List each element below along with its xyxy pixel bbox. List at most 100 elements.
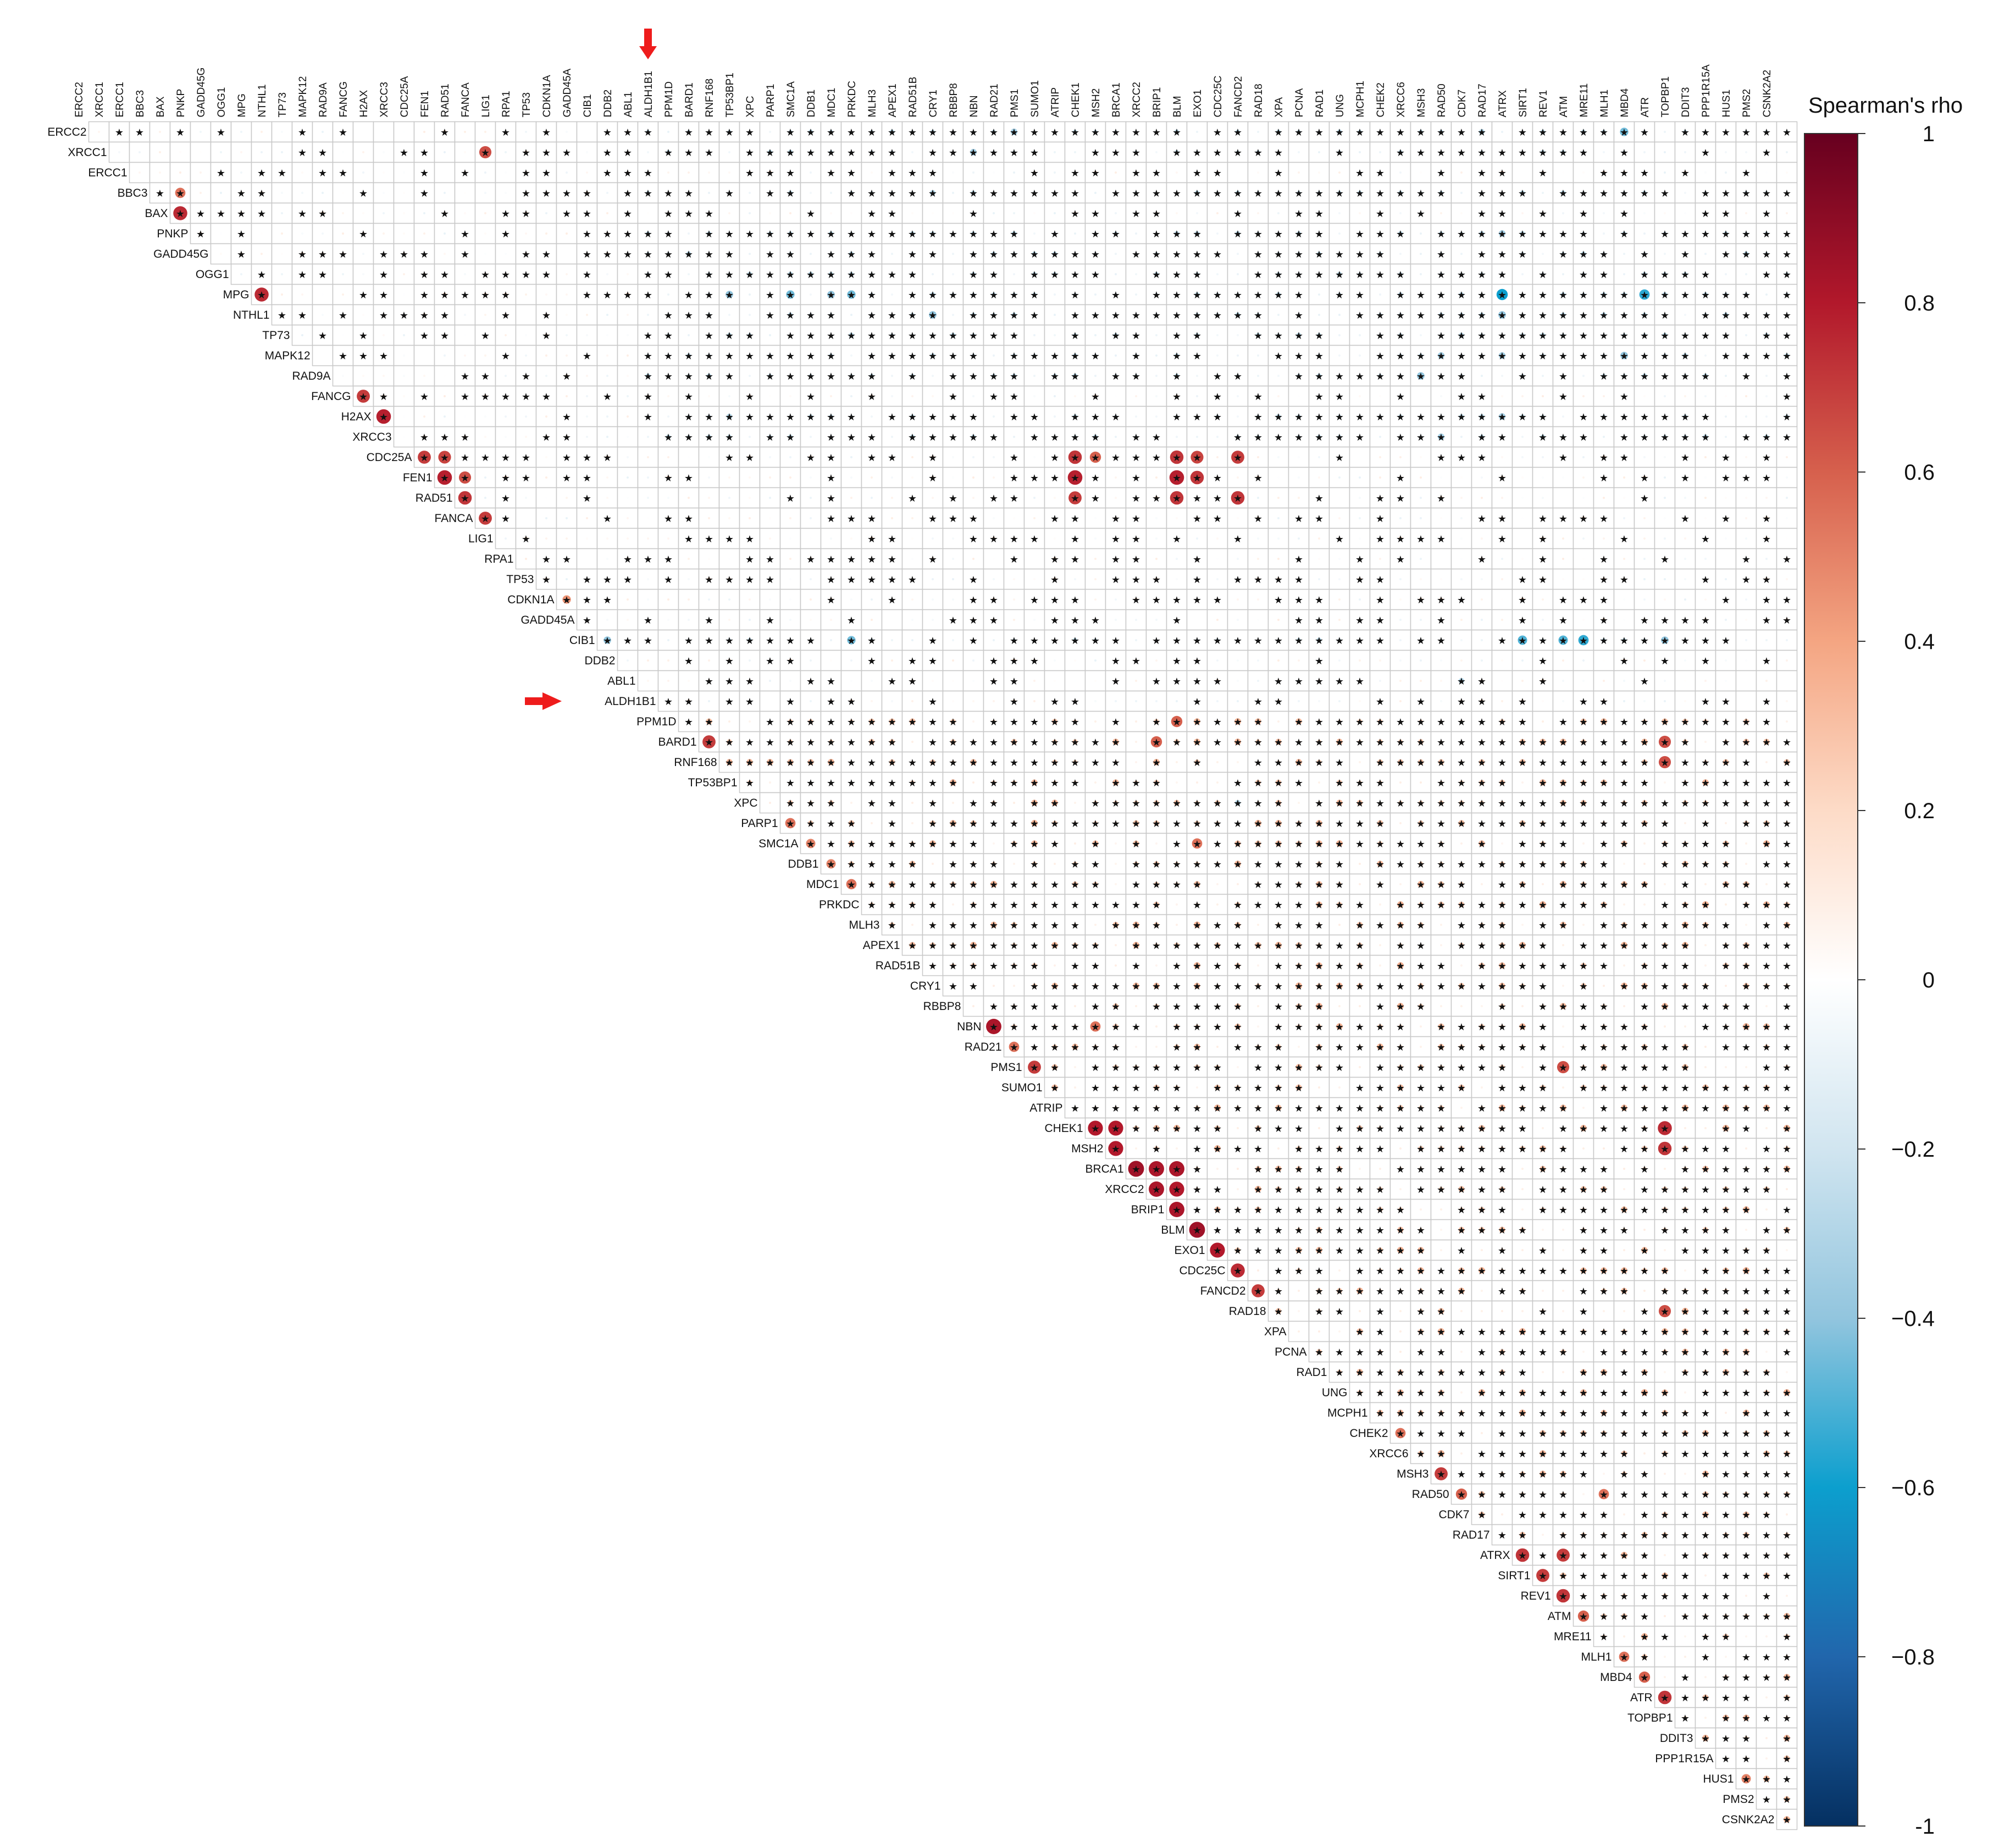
significance-star: ★ <box>867 635 876 646</box>
corr-mark-CIB1-RNF8 <box>1786 639 1788 641</box>
corr-mark-FEN1-DDB1 <box>810 476 812 479</box>
significance-star: ★ <box>1620 310 1629 321</box>
corr-mark-ERCC2-NBN <box>972 130 975 134</box>
significance-star: ★ <box>1640 371 1649 382</box>
significance-star: ★ <box>1396 391 1405 402</box>
corr-mark-FANCA-ALDH1B1 <box>647 517 649 519</box>
corr-mark-ERCC1-BAX <box>159 171 161 174</box>
corr-mark-LIG1-SMC1A <box>789 537 791 540</box>
corr-mark-CIB1-RAD17 <box>1481 639 1483 641</box>
significance-star: ★ <box>867 432 876 443</box>
significance-star: ★ <box>1091 310 1100 321</box>
significance-star: ★ <box>420 269 429 280</box>
significance-star: ★ <box>1477 208 1486 219</box>
corr-mark-MAPK12-RAD21 <box>993 354 995 357</box>
significance-star: ★ <box>1538 635 1547 646</box>
corr-mark-NTHL1-CIB1 <box>586 314 588 316</box>
corr-mark-RPA1-TP53BP1 <box>728 558 730 560</box>
significance-star: ★ <box>1335 147 1344 158</box>
significance-star: ★ <box>542 310 551 321</box>
significance-star: ★ <box>1538 412 1547 423</box>
significance-star: ★ <box>1010 290 1018 301</box>
corr-mark-CDKN1A-PRKDC <box>850 598 852 601</box>
corr-mark-ERCC2-PARP1 <box>769 131 771 133</box>
significance-star: ★ <box>440 208 449 219</box>
significance-star: ★ <box>1132 147 1140 158</box>
cell-ERCC2-MPG <box>230 121 252 143</box>
significance-star: ★ <box>888 168 896 179</box>
significance-star: ★ <box>481 290 490 301</box>
corr-mark-ERCC1-BARD1 <box>688 171 690 174</box>
significance-star: ★ <box>1538 513 1547 524</box>
corr-mark-TP53-PMS1 <box>1013 578 1015 580</box>
corr-mark-RAD9A-REV1 <box>1542 375 1544 377</box>
corr-mark-NTHL1-DDIT3 <box>1684 314 1686 316</box>
corr-mark-RPA1-CSNK2A2 <box>1765 558 1768 560</box>
significance-star: ★ <box>867 513 876 524</box>
corr-mark-BAX-H2AX <box>362 212 364 214</box>
significance-star: ★ <box>237 229 246 240</box>
corr-mark-RAD51-XPC <box>749 497 751 499</box>
corr-mark-NTHL1-TP53 <box>525 314 527 316</box>
significance-star: ★ <box>1457 452 1466 463</box>
significance-star: ★ <box>705 127 713 138</box>
significance-star: ★ <box>1172 310 1181 321</box>
significance-star: ★ <box>1640 310 1649 321</box>
corr-mark-GADD45A-PMS1 <box>1013 619 1015 621</box>
significance-star: ★ <box>1254 229 1262 240</box>
corr-mark-ERCC2-TOPBP1 <box>1664 131 1666 133</box>
significance-star: ★ <box>928 127 937 138</box>
corr-mark-RAD9A-APEX1 <box>891 375 893 377</box>
significance-star: ★ <box>1010 635 1018 646</box>
corr-mark-CDKN1A-ATR <box>1643 598 1646 601</box>
corr-mark-BAX-XRCC6 <box>1399 212 1402 214</box>
significance-star: ★ <box>928 452 937 463</box>
significance-star: ★ <box>1437 371 1446 382</box>
significance-star: ★ <box>522 452 530 463</box>
corr-mark-TP73-ABL1 <box>627 334 629 336</box>
significance-star: ★ <box>1233 208 1242 219</box>
significance-star: ★ <box>440 290 449 301</box>
corr-mark-NTHL1-RBBP8 <box>952 314 954 316</box>
corr-mark-RAD51-ALDH1B1 <box>647 497 649 499</box>
corr-mark-DDB2-PMS2 <box>1745 659 1747 662</box>
corr-mark-ERCC2-MAPK12 <box>301 131 303 133</box>
significance-star: ★ <box>420 290 429 301</box>
significance-star: ★ <box>1050 432 1059 443</box>
significance-star: ★ <box>1701 229 1710 240</box>
significance-star: ★ <box>1599 188 1608 199</box>
significance-star: ★ <box>1376 635 1385 646</box>
corr-mark-RAD51-UNG <box>1338 497 1341 499</box>
significance-star: ★ <box>1457 351 1466 362</box>
corr-mark-CDC25A-PPM1D <box>667 456 669 458</box>
significance-star: ★ <box>1762 269 1771 280</box>
significance-star: ★ <box>522 473 530 484</box>
significance-star: ★ <box>1233 534 1242 545</box>
significance-star: ★ <box>1010 554 1018 565</box>
corr-mark-XRCC3-SIRT1 <box>1521 436 1524 438</box>
corr-mark-MPG-CDC25A <box>403 293 405 296</box>
significance-star: ★ <box>1701 208 1710 219</box>
corr-mark-NTHL1-ALDH1B1 <box>647 314 649 316</box>
significance-star: ★ <box>1620 452 1629 463</box>
corr-mark-LIG1-ATRIP <box>1054 537 1056 540</box>
corr-mark-BAX-RAD21 <box>993 212 995 214</box>
significance-star: ★ <box>1233 229 1242 240</box>
significance-star: ★ <box>1396 351 1405 362</box>
significance-star: ★ <box>806 676 815 687</box>
significance-star: ★ <box>1498 412 1507 423</box>
significance-star: ★ <box>705 534 713 545</box>
significance-star: ★ <box>969 229 978 240</box>
significance-star: ★ <box>583 595 591 606</box>
significance-star: ★ <box>461 290 469 301</box>
corr-mark-GADD45A-FANCD2 <box>1237 619 1239 621</box>
corr-mark-RPA1-CDC25C <box>1216 558 1219 560</box>
significance-star: ★ <box>1294 371 1303 382</box>
significance-star: ★ <box>705 635 713 646</box>
significance-star: ★ <box>908 188 917 199</box>
significance-star: ★ <box>1416 188 1425 199</box>
significance-star: ★ <box>888 330 896 341</box>
significance-star: ★ <box>1416 351 1425 362</box>
corr-mark-RAD9A-RAD17 <box>1481 375 1483 377</box>
corr-mark-FEN1-ALDH1B1 <box>647 476 649 479</box>
